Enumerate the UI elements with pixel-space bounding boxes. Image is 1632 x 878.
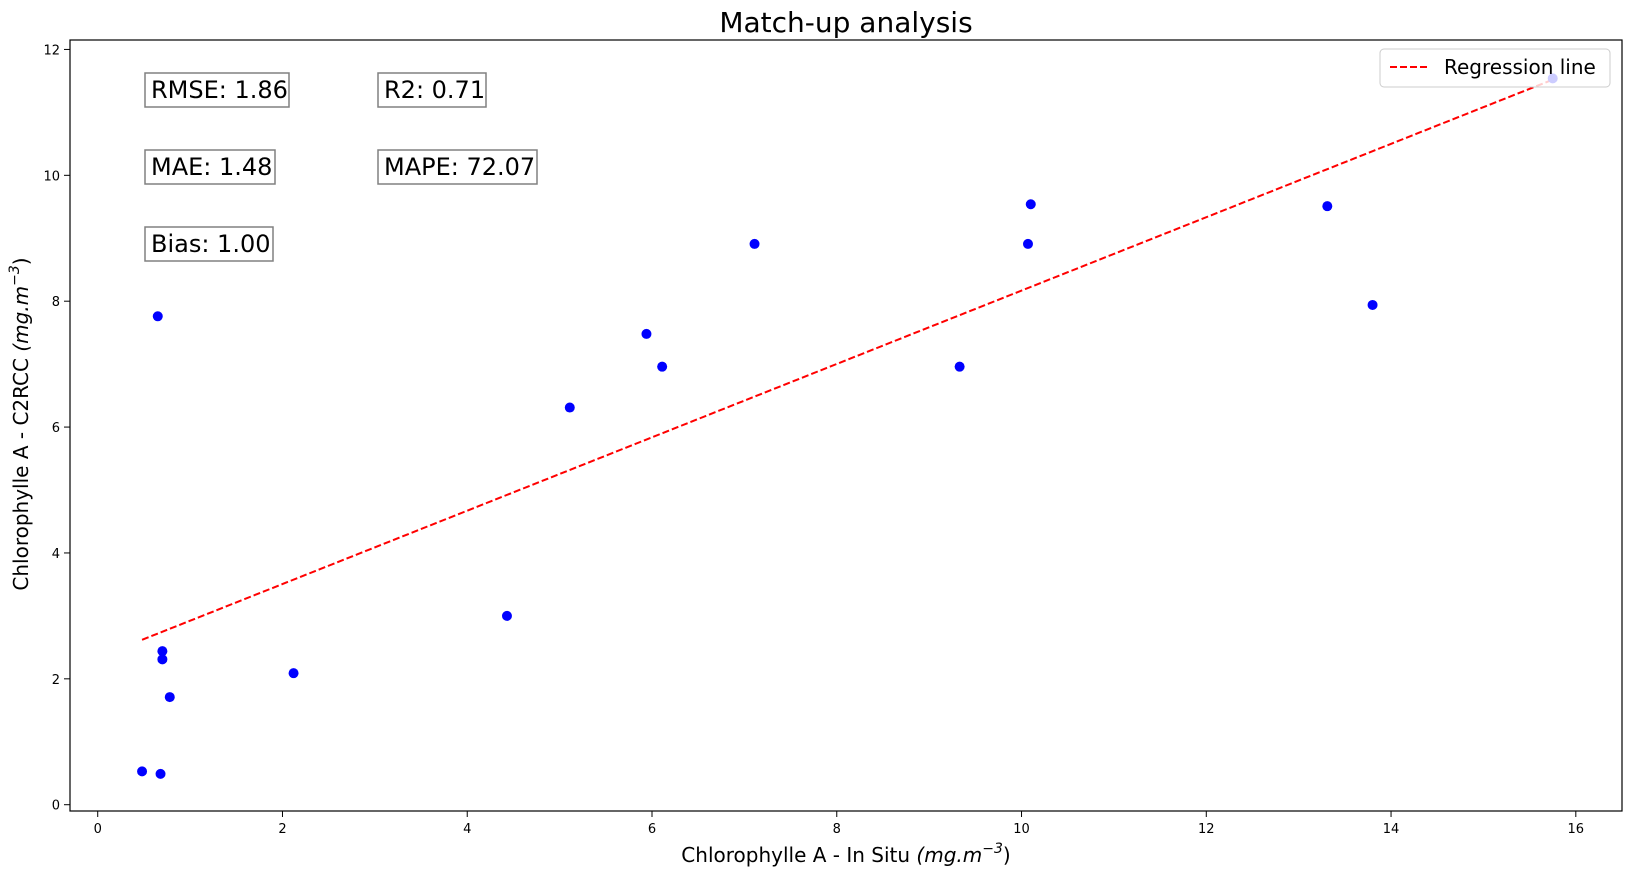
stat-box-mae: MAE: 1.48 — [144, 149, 276, 185]
data-point — [1322, 201, 1333, 212]
x-tick-label: 8 — [833, 822, 841, 837]
stat-bias: Bias: 1.00 — [151, 230, 271, 258]
x-tick-label: 10 — [1013, 822, 1030, 837]
stat-mape: MAPE: 72.07 — [384, 153, 535, 181]
y-tick-label: 8 — [52, 295, 60, 310]
data-point — [1022, 238, 1033, 249]
y-axis-label: Chlorophylle A - C2RCC (mg.m−3) — [7, 257, 33, 590]
y-tick-label: 12 — [43, 43, 60, 58]
x-axis-label-unit: (mg.m — [916, 843, 982, 867]
y-tick-label: 10 — [43, 169, 60, 184]
x-tick-label: 12 — [1198, 822, 1215, 837]
x-tick-label: 14 — [1383, 822, 1400, 837]
data-points-layer — [137, 73, 1558, 779]
plot-area — [69, 39, 1623, 812]
data-point — [749, 238, 760, 249]
y-axis-label-close: ) — [9, 257, 33, 265]
legend: Regression line — [1379, 48, 1611, 88]
x-axis-label: Chlorophylle A - In Situ (mg.m−3) — [681, 841, 1010, 867]
data-point — [657, 361, 668, 372]
data-point — [288, 668, 299, 679]
x-tick-label: 4 — [463, 822, 471, 837]
stat-box-mape: MAPE: 72.07 — [377, 149, 538, 185]
data-point — [1025, 199, 1036, 210]
y-tick-label: 6 — [52, 421, 60, 436]
x-axis-ticks: 0 2 4 6 8 10 12 14 16 — [94, 811, 1585, 837]
y-axis-label-exp: −3 — [7, 265, 23, 286]
stat-box-rmse: RMSE: 1.86 — [144, 72, 290, 108]
stat-r2: R2: 0.71 — [384, 76, 485, 104]
data-point — [155, 768, 166, 779]
data-point — [501, 610, 512, 621]
data-point — [152, 311, 163, 322]
regression-line-layer — [141, 78, 1554, 641]
x-tick-label: 2 — [278, 822, 286, 837]
y-axis-label-unit: (mg.m — [9, 286, 33, 352]
data-point — [641, 328, 652, 339]
data-point — [1367, 299, 1378, 310]
data-point — [157, 654, 168, 665]
y-tick-label: 2 — [52, 673, 60, 688]
regression-line — [141, 78, 1554, 641]
x-axis-label-main: Chlorophylle A - In Situ — [681, 843, 916, 867]
data-point — [164, 692, 175, 703]
x-tick-label: 6 — [648, 822, 656, 837]
stat-box-r2: R2: 0.71 — [377, 72, 487, 108]
chart-title: Match-up analysis — [719, 6, 972, 39]
data-point — [137, 766, 148, 777]
x-tick-label: 0 — [94, 822, 102, 837]
y-axis-ticks: 0 2 4 6 8 10 12 — [43, 43, 70, 814]
y-tick-label: 0 — [52, 799, 60, 814]
y-tick-label: 4 — [52, 547, 60, 562]
x-axis-label-close: ) — [1003, 843, 1011, 867]
stat-rmse: RMSE: 1.86 — [151, 76, 288, 104]
data-point — [157, 646, 168, 657]
x-axis-label-exp: −3 — [982, 841, 1003, 857]
x-tick-label: 16 — [1568, 822, 1585, 837]
data-point — [564, 402, 575, 413]
data-point — [954, 361, 965, 372]
stat-mae: MAE: 1.48 — [151, 153, 272, 181]
stat-box-bias: Bias: 1.00 — [144, 226, 274, 262]
legend-regression-label: Regression line — [1444, 55, 1596, 79]
y-axis-label-main: Chlorophylle A - C2RCC — [9, 352, 33, 591]
